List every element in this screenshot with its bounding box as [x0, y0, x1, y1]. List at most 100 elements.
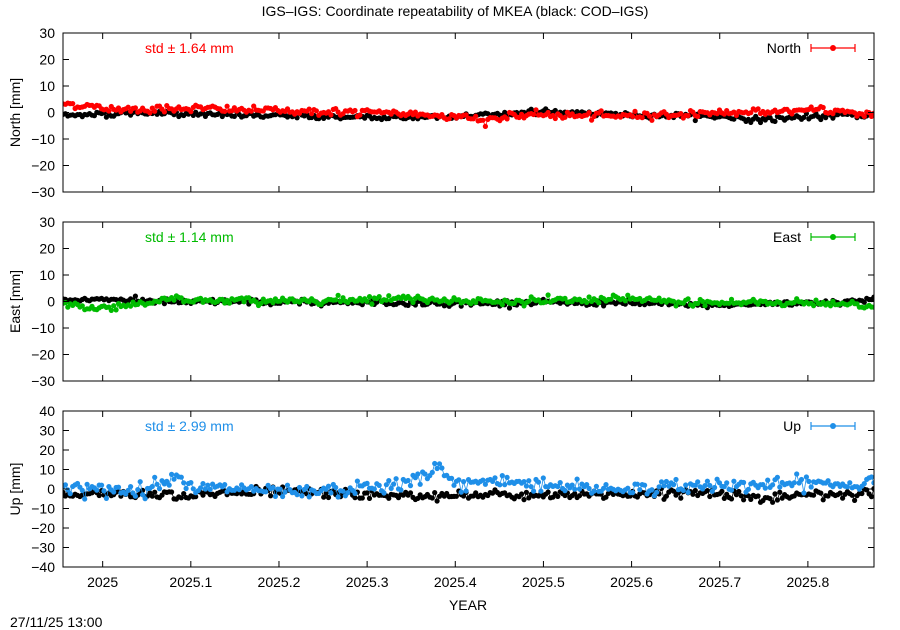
- main-point: [724, 480, 730, 486]
- panel-0-data: [63, 100, 874, 129]
- main-point: [574, 476, 580, 482]
- main-point: [154, 481, 160, 487]
- main-point: [748, 110, 754, 116]
- comparison-point: [386, 495, 392, 501]
- y-tick-label: 0: [47, 294, 55, 310]
- main-point: [202, 486, 208, 492]
- comparison-point: [473, 490, 479, 496]
- comparison-point: [811, 492, 817, 498]
- std-label: std ± 2.99 mm: [145, 418, 234, 434]
- main-point: [94, 487, 100, 493]
- main-point: [434, 465, 440, 472]
- main-point: [391, 481, 397, 487]
- main-point: [258, 300, 264, 306]
- main-point: [528, 484, 534, 490]
- main-point: [198, 485, 204, 491]
- main-point: [207, 486, 213, 492]
- main-point: [304, 483, 310, 490]
- main-point: [376, 482, 382, 488]
- main-point: [282, 489, 288, 495]
- main-point: [545, 292, 551, 298]
- legend-marker: [830, 45, 836, 51]
- main-point: [704, 478, 711, 484]
- comparison-point: [719, 488, 725, 494]
- main-point: [526, 478, 532, 484]
- main-point: [673, 476, 679, 483]
- main-point: [111, 303, 117, 309]
- main-point: [463, 488, 469, 494]
- main-point: [263, 489, 269, 495]
- main-point: [762, 485, 768, 491]
- main-point: [388, 485, 394, 491]
- comparison-point: [820, 497, 826, 503]
- main-point: [398, 487, 404, 493]
- comparison-point: [721, 495, 727, 501]
- main-point: [504, 474, 510, 480]
- main-point: [149, 483, 155, 490]
- main-point: [519, 299, 525, 305]
- plot-panels: −30 −20 −10 0 10 20 30 North [mm] std ± 1.64 mm N…: [7, 25, 875, 590]
- main-point: [412, 109, 418, 115]
- comparison-point: [757, 119, 764, 126]
- main-point: [562, 114, 568, 120]
- main-point: [226, 300, 233, 306]
- main-point: [412, 475, 418, 481]
- main-point: [383, 297, 389, 303]
- main-point: [871, 110, 874, 116]
- comparison-point: [364, 490, 370, 496]
- main-point: [458, 489, 464, 495]
- x-tick-label: 2025.2: [258, 574, 301, 590]
- main-point: [386, 478, 392, 484]
- y-tick-label: −10: [31, 501, 55, 517]
- main-point: [492, 475, 498, 481]
- comparison-point: [407, 490, 414, 496]
- comparison-point: [772, 491, 778, 497]
- y-tick-label: −20: [31, 158, 55, 174]
- main-point: [777, 484, 783, 490]
- main-point: [533, 107, 539, 113]
- main-point: [808, 484, 814, 490]
- main-point: [309, 111, 315, 117]
- comparison-point: [861, 299, 867, 305]
- main-point: [745, 486, 752, 492]
- main-point: [84, 481, 90, 487]
- main-point: [861, 481, 867, 487]
- main-point: [407, 483, 414, 489]
- comparison-point: [359, 302, 365, 308]
- main-point: [820, 104, 826, 111]
- timestamp-label: 27/11/25 13:00: [10, 614, 103, 630]
- main-point: [811, 303, 817, 309]
- x-tick-label: 2025.3: [346, 574, 389, 590]
- main-point: [328, 112, 334, 118]
- main-point: [132, 105, 138, 111]
- main-point: [270, 300, 276, 306]
- legend-marker: [830, 423, 836, 429]
- main-point: [248, 484, 254, 490]
- main-point: [642, 482, 648, 488]
- main-point: [625, 292, 631, 298]
- comparison-point: [325, 494, 332, 501]
- main-point: [222, 482, 228, 488]
- main-point: [473, 113, 479, 119]
- main-point: [683, 482, 689, 488]
- main-point: [526, 298, 532, 304]
- main-point: [552, 115, 558, 122]
- main-point: [480, 117, 486, 123]
- main-point: [70, 101, 76, 107]
- comparison-point: [434, 498, 440, 504]
- main-point: [178, 474, 184, 480]
- legend-label: East: [773, 229, 801, 245]
- comparison-point: [405, 302, 411, 308]
- main-point: [335, 292, 341, 298]
- main-point: [296, 484, 303, 491]
- main-point: [79, 487, 85, 493]
- panel-1-data: [63, 292, 874, 313]
- comparison-point: [523, 489, 530, 495]
- main-point: [593, 483, 600, 489]
- comparison-point: [321, 494, 327, 500]
- panel-0: −30 −20 −10 0 10 20 30 North [mm] std ± 1.64 mm N…: [7, 25, 875, 200]
- comparison-point: [352, 495, 358, 501]
- comparison-point: [736, 488, 742, 495]
- main-point: [502, 482, 508, 488]
- main-point: [222, 108, 228, 114]
